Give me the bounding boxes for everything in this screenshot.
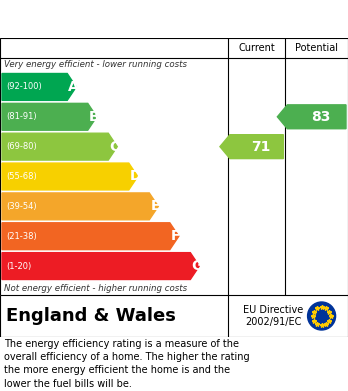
Polygon shape (2, 163, 138, 190)
Text: E: E (150, 199, 160, 213)
Text: EU Directive
2002/91/EC: EU Directive 2002/91/EC (244, 305, 304, 327)
Polygon shape (2, 103, 97, 130)
Text: (21-38): (21-38) (6, 232, 37, 241)
Text: (39-54): (39-54) (6, 202, 37, 211)
Text: F: F (171, 229, 180, 243)
Text: A: A (68, 80, 79, 94)
Text: England & Wales: England & Wales (6, 307, 176, 325)
Text: D: D (130, 170, 141, 183)
Text: C: C (109, 140, 119, 154)
Text: 71: 71 (251, 140, 270, 154)
Text: Not energy efficient - higher running costs: Not energy efficient - higher running co… (4, 284, 187, 293)
Text: Current: Current (238, 43, 275, 53)
Text: Energy Efficiency Rating: Energy Efficiency Rating (8, 11, 218, 27)
Text: Potential: Potential (295, 43, 338, 53)
Polygon shape (2, 74, 76, 100)
Text: (55-68): (55-68) (6, 172, 37, 181)
Polygon shape (2, 193, 158, 220)
Text: The energy efficiency rating is a measure of the
overall efficiency of a home. T: The energy efficiency rating is a measur… (4, 339, 250, 389)
Circle shape (308, 302, 335, 330)
Text: Very energy efficient - lower running costs: Very energy efficient - lower running co… (4, 60, 187, 69)
Polygon shape (277, 105, 346, 129)
Text: 83: 83 (311, 110, 330, 124)
Polygon shape (2, 223, 179, 249)
Text: B: B (89, 110, 100, 124)
Text: (1-20): (1-20) (6, 262, 31, 271)
Polygon shape (2, 133, 117, 160)
Polygon shape (2, 253, 199, 280)
Polygon shape (220, 135, 283, 159)
Text: (92-100): (92-100) (6, 83, 42, 91)
Text: (81-91): (81-91) (6, 112, 37, 121)
Text: (69-80): (69-80) (6, 142, 37, 151)
Text: G: G (191, 259, 203, 273)
